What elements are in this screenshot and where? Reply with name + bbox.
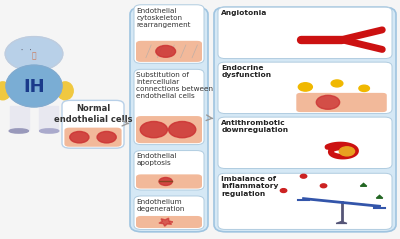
FancyBboxPatch shape [136, 216, 202, 228]
Polygon shape [376, 195, 383, 198]
Text: · ·: · · [20, 47, 33, 53]
FancyBboxPatch shape [62, 100, 124, 148]
FancyBboxPatch shape [218, 173, 392, 229]
Text: ⌣: ⌣ [32, 51, 36, 60]
Circle shape [70, 131, 89, 143]
FancyBboxPatch shape [134, 151, 204, 190]
Text: Endothelial
cytoskeleton
rearrangement: Endothelial cytoskeleton rearrangement [136, 8, 191, 28]
FancyBboxPatch shape [218, 62, 392, 114]
Text: Normal
endothelial cells: Normal endothelial cells [54, 104, 132, 124]
Text: Imbalance of
inflammatory
regulation: Imbalance of inflammatory regulation [221, 176, 278, 197]
Text: IH: IH [23, 78, 45, 96]
Text: Endothelial
apoptosis: Endothelial apoptosis [136, 153, 177, 166]
Circle shape [5, 37, 63, 71]
Text: Substitution of
intercellular
connections between
endothelial cells: Substitution of intercellular connection… [136, 72, 214, 99]
Circle shape [359, 85, 370, 92]
Text: Endocrine
dysfunction: Endocrine dysfunction [221, 65, 271, 78]
Circle shape [331, 80, 343, 87]
Ellipse shape [6, 65, 62, 107]
Circle shape [168, 121, 196, 138]
Polygon shape [360, 183, 367, 186]
FancyBboxPatch shape [136, 41, 202, 62]
Circle shape [316, 95, 340, 109]
Circle shape [97, 131, 116, 143]
FancyBboxPatch shape [134, 196, 204, 229]
Circle shape [156, 45, 176, 57]
Ellipse shape [40, 129, 59, 133]
Text: Endothelium
degeneration: Endothelium degeneration [136, 199, 185, 212]
Circle shape [320, 184, 327, 188]
FancyBboxPatch shape [218, 117, 392, 168]
FancyBboxPatch shape [218, 7, 392, 59]
Text: Angiotonia: Angiotonia [221, 10, 268, 16]
FancyBboxPatch shape [136, 116, 202, 143]
Ellipse shape [0, 82, 11, 100]
Circle shape [159, 178, 172, 185]
Bar [39, 106, 58, 130]
Circle shape [298, 83, 312, 91]
FancyBboxPatch shape [134, 5, 204, 63]
Ellipse shape [9, 129, 28, 133]
FancyBboxPatch shape [64, 128, 122, 147]
Ellipse shape [57, 82, 73, 100]
Circle shape [280, 189, 287, 192]
Polygon shape [336, 222, 347, 223]
Polygon shape [159, 218, 173, 226]
Bar [10, 106, 29, 130]
FancyBboxPatch shape [136, 174, 202, 189]
Circle shape [339, 147, 354, 156]
Text: Antithrombotic
downregulation: Antithrombotic downregulation [221, 120, 288, 133]
FancyBboxPatch shape [214, 7, 396, 232]
FancyBboxPatch shape [130, 7, 208, 232]
FancyBboxPatch shape [296, 93, 387, 112]
Circle shape [140, 121, 168, 138]
FancyBboxPatch shape [134, 69, 204, 145]
Circle shape [300, 174, 307, 178]
